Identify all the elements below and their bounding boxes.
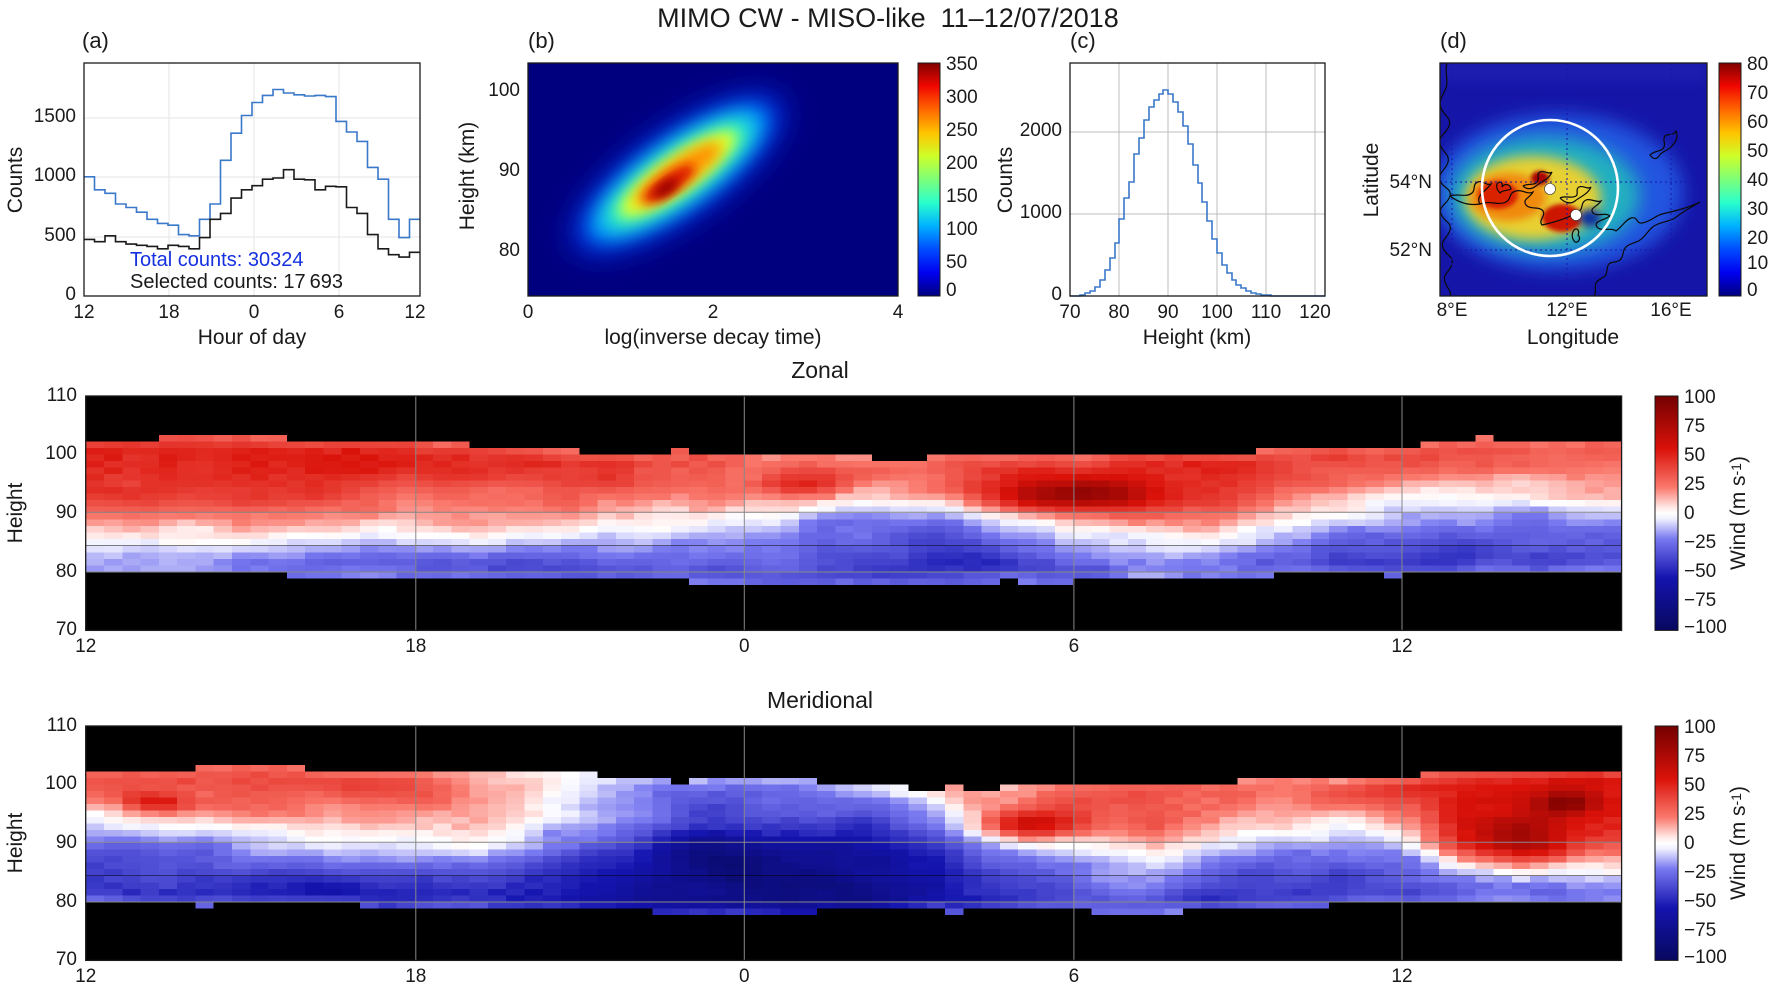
svg-text:18: 18 bbox=[405, 966, 426, 987]
svg-text:100: 100 bbox=[1684, 717, 1716, 738]
svg-text:110: 110 bbox=[47, 715, 77, 736]
svg-text:−75: −75 bbox=[1684, 920, 1716, 941]
svg-text:75: 75 bbox=[1684, 746, 1705, 767]
svg-text:12: 12 bbox=[75, 966, 96, 987]
svg-text:−100: −100 bbox=[1684, 947, 1727, 968]
svg-text:Wind (m s-1): Wind (m s-1) bbox=[1727, 786, 1750, 900]
svg-text:90: 90 bbox=[56, 832, 77, 853]
svg-text:100: 100 bbox=[45, 773, 77, 794]
svg-text:Height: Height bbox=[4, 812, 27, 873]
svg-text:50: 50 bbox=[1684, 775, 1705, 796]
svg-text:−50: −50 bbox=[1684, 891, 1716, 912]
svg-text:12: 12 bbox=[1391, 966, 1412, 987]
svg-text:6: 6 bbox=[1069, 966, 1080, 987]
svg-text:70: 70 bbox=[56, 949, 77, 970]
svg-text:80: 80 bbox=[56, 891, 77, 912]
svg-text:25: 25 bbox=[1684, 804, 1705, 825]
svg-text:−25: −25 bbox=[1684, 862, 1716, 883]
svg-text:0: 0 bbox=[739, 966, 750, 987]
svg-text:0: 0 bbox=[1684, 833, 1695, 854]
